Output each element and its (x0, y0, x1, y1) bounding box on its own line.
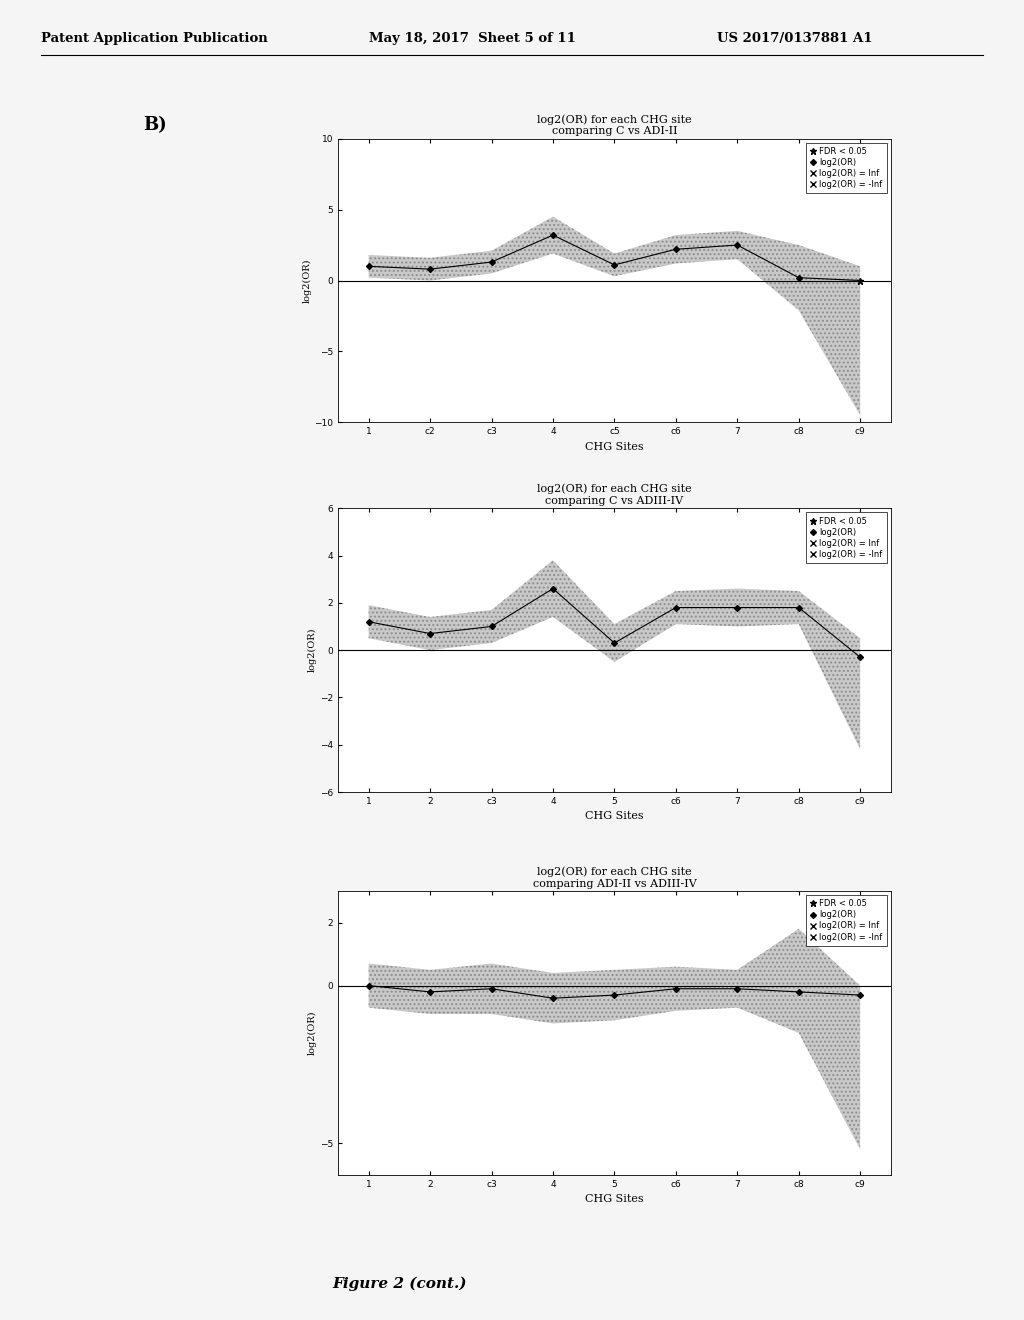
X-axis label: CHG Sites: CHG Sites (585, 812, 644, 821)
Title: log2(OR) for each CHG site
comparing C vs ADIII-IV: log2(OR) for each CHG site comparing C v… (537, 484, 692, 506)
Bar (338, 508, 891, 792)
Y-axis label: log2(OR): log2(OR) (308, 1011, 317, 1055)
X-axis label: CHG Sites: CHG Sites (585, 442, 644, 451)
Legend: FDR < 0.05, log2(OR), log2(OR) = Inf, log2(OR) = -Inf: FDR < 0.05, log2(OR), log2(OR) = Inf, lo… (806, 143, 887, 193)
Title: log2(OR) for each CHG site
comparing ADI-II vs ADIII-IV: log2(OR) for each CHG site comparing ADI… (532, 867, 696, 888)
Text: Figure 2 (cont.): Figure 2 (cont.) (332, 1276, 467, 1291)
Legend: FDR < 0.05, log2(OR), log2(OR) = Inf, log2(OR) = -Inf: FDR < 0.05, log2(OR), log2(OR) = Inf, lo… (806, 512, 887, 562)
Text: B): B) (143, 116, 167, 135)
Bar (338, 139, 891, 422)
Legend: FDR < 0.05, log2(OR), log2(OR) = Inf, log2(OR) = -Inf: FDR < 0.05, log2(OR), log2(OR) = Inf, lo… (806, 895, 887, 945)
X-axis label: CHG Sites: CHG Sites (585, 1195, 644, 1204)
Y-axis label: log2(OR): log2(OR) (302, 259, 311, 302)
Text: US 2017/0137881 A1: US 2017/0137881 A1 (717, 32, 872, 45)
Bar (338, 891, 891, 1175)
Y-axis label: log2(OR): log2(OR) (308, 628, 317, 672)
Title: log2(OR) for each CHG site
comparing C vs ADI-II: log2(OR) for each CHG site comparing C v… (537, 115, 692, 136)
Text: May 18, 2017  Sheet 5 of 11: May 18, 2017 Sheet 5 of 11 (369, 32, 575, 45)
Text: Patent Application Publication: Patent Application Publication (41, 32, 267, 45)
